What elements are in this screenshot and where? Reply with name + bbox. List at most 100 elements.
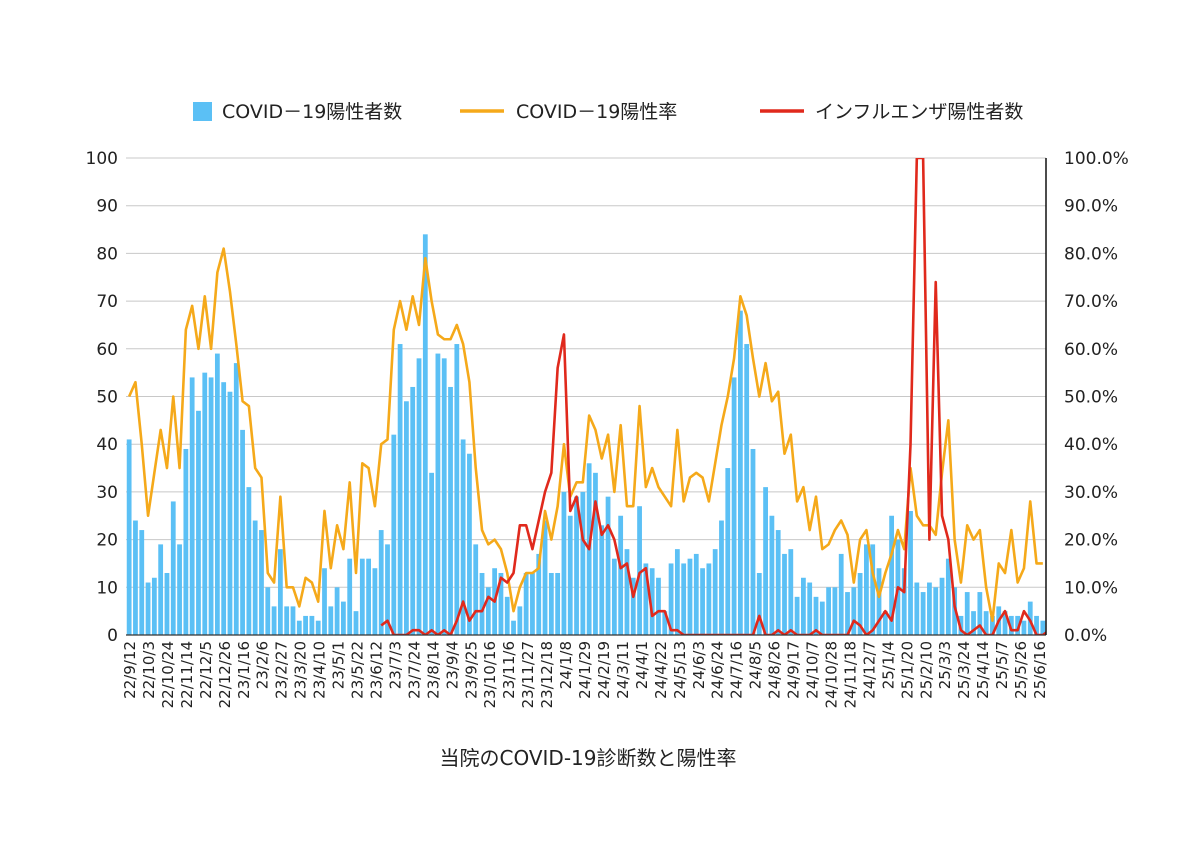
covid-positive-bar [233, 363, 239, 635]
left-y-tick-label: 60 [96, 340, 118, 360]
legend-label: COVID－19陽性者数 [222, 101, 402, 123]
covid-positive-bar [177, 544, 182, 635]
left-y-tick-label: 40 [96, 435, 118, 455]
covid-positive-bar [914, 582, 920, 635]
x-tick-label: 22/10/24 [159, 641, 177, 708]
covid-positive-bar [467, 453, 472, 635]
x-tick-label: 24/10/7 [804, 641, 822, 699]
x-tick-label: 22/10/3 [140, 641, 158, 699]
right-y-tick-label: 0.0% [1064, 626, 1107, 646]
covid-positive-bar [769, 515, 775, 635]
left-y-tick-label: 10 [96, 578, 118, 598]
covid-positive-bar [341, 601, 346, 635]
x-tick-label: 24/1/29 [576, 641, 594, 699]
covid-positive-bar [889, 515, 895, 635]
left-y-tick-label: 0 [107, 626, 118, 646]
covid-positive-bar [593, 472, 598, 635]
x-tick-label: 24/9/17 [785, 641, 803, 699]
covid-positive-bar [214, 353, 220, 635]
x-tick-label: 24/7/16 [728, 641, 746, 699]
covid-positive-bar [794, 596, 800, 635]
right-y-tick-label: 100.0% [1064, 149, 1129, 169]
right-y-tick-label: 30.0% [1064, 483, 1118, 503]
legend: COVID－19陽性者数 COVID－19陽性率 インフルエンザ陽性者数 [193, 101, 1023, 123]
covid-positive-bar [561, 491, 567, 635]
covid-positive-bar [448, 386, 453, 635]
x-tick-label: 24/3/11 [614, 641, 632, 699]
x-tick-label: 25/3/3 [936, 641, 954, 689]
x-tick-label: 23/5/22 [349, 641, 367, 699]
x-tick-label: 22/12/5 [197, 641, 215, 699]
covid-positive-bar [126, 439, 132, 635]
covid-positive-bar [927, 582, 932, 635]
right-y-tick-label: 10.0% [1064, 578, 1118, 598]
x-tick-label: 24/6/3 [690, 641, 708, 689]
left-y-tick-label: 30 [96, 483, 118, 503]
covid-positive-bar [170, 501, 176, 635]
influenza-positive-line [380, 158, 1046, 635]
covid-positive-bar [227, 391, 233, 635]
x-tick-label: 23/7/3 [386, 641, 404, 689]
covid-positive-bar [939, 577, 945, 635]
covid-positive-bar [775, 530, 781, 635]
covid-positive-bar [359, 558, 365, 635]
covid-positive-bar [536, 553, 542, 635]
covid-positive-bar [391, 434, 397, 635]
covid-positive-bar [605, 496, 611, 635]
covid-positive-bar [498, 572, 504, 635]
left-y-ticks: 0 10 20 30 40 50 60 70 80 90 100 [86, 149, 118, 646]
line-series [127, 158, 1046, 635]
x-tick-label: 24/8/5 [747, 641, 765, 689]
covid-positive-bar [656, 577, 661, 635]
covid-positive-bar [662, 611, 668, 635]
covid-positive-bar [668, 563, 674, 635]
covid-positive-bar [139, 530, 145, 635]
right-y-tick-label: 80.0% [1064, 244, 1118, 264]
x-tick-label: 25/5/7 [993, 641, 1011, 689]
covid-positive-bar [649, 568, 655, 635]
covid-positive-bar [309, 615, 315, 635]
x-tick-label: 23/5/1 [330, 641, 348, 689]
x-tick-label: 23/8/14 [424, 641, 442, 699]
x-tick-label: 24/6/24 [709, 641, 727, 699]
x-tick-label: 23/6/12 [368, 641, 386, 699]
x-tick-label: 22/9/12 [121, 641, 139, 699]
x-tick-label: 23/2/27 [273, 641, 291, 699]
covid-positive-bar [322, 568, 327, 635]
x-tick-label: 22/12/26 [216, 641, 234, 708]
legend-label: COVID－19陽性率 [516, 101, 677, 123]
covid-positive-bar [870, 544, 876, 635]
x-tick-label: 25/3/24 [955, 641, 973, 699]
covid-positive-bar [404, 401, 409, 635]
covid-positive-bar [252, 520, 258, 635]
right-y-ticks: 0.0% 10.0% 20.0% 30.0% 40.0% 50.0% 60.0% 70.0% 8… [1064, 149, 1129, 646]
x-tick-label: 24/4/22 [652, 641, 670, 699]
covid-positive-bar [334, 587, 340, 635]
covid-positive-bar [542, 520, 548, 635]
covid-positive-bar [397, 344, 403, 635]
x-tick-label: 23/7/24 [405, 641, 423, 699]
legend-swatch-covid-count [193, 102, 212, 121]
covid-positive-bar [530, 572, 535, 635]
covid-positive-bar [303, 615, 308, 635]
x-tick-label: 25/6/16 [1031, 641, 1049, 699]
x-tick-label: 24/8/26 [766, 641, 784, 699]
covid-positive-bar [630, 577, 636, 635]
covid-positive-bar [599, 525, 605, 635]
covid-positive-bar [901, 568, 907, 635]
covid-positive-bar [756, 572, 762, 635]
covid-positive-bar [618, 515, 624, 635]
covid-positive-bar [624, 549, 630, 635]
covid-positive-bar [719, 520, 724, 635]
x-tick-label: 23/11/6 [500, 641, 518, 699]
covid-positive-bar [151, 577, 157, 635]
covid-positive-bar [674, 549, 680, 635]
covid-positive-bar [523, 572, 529, 635]
covid-positive-bar [945, 558, 951, 635]
covid-positive-bar [983, 611, 989, 635]
covid-positive-bar [290, 606, 296, 635]
covid-positive-bar [643, 563, 649, 635]
covid-positive-bar [763, 487, 768, 635]
covid-positive-bar [265, 587, 271, 635]
